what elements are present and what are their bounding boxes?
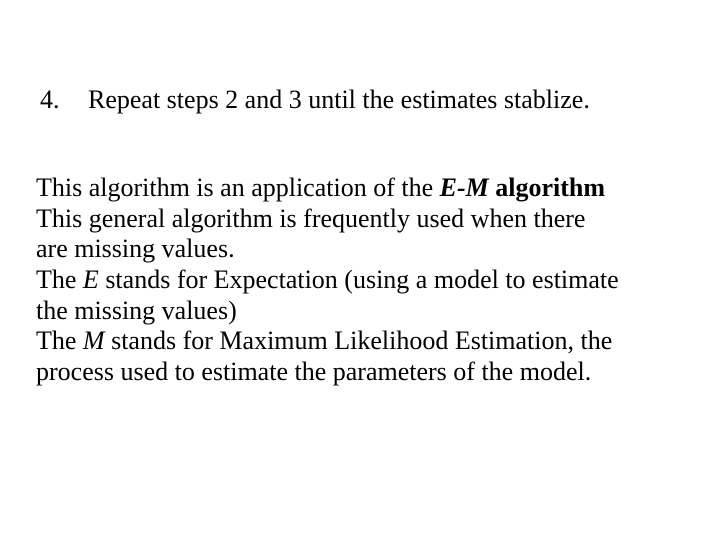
p2-line2: are missing values. [36, 234, 690, 265]
step-4: 4. Repeat steps 2 and 3 until the estima… [40, 85, 690, 115]
p4-pre: The [36, 326, 83, 355]
p3-line1: The E stands for Expectation (using a mo… [36, 265, 690, 296]
p4-line2: process used to estimate the parameters … [36, 357, 690, 388]
p2-line1: This general algorithm is frequently use… [36, 204, 690, 235]
p4-line1: The M stands for Maximum Likelihood Esti… [36, 326, 690, 357]
intro-line: This algorithm is an application of the … [36, 173, 690, 204]
explanation: This algorithm is an application of the … [36, 173, 690, 388]
algorithm-word: algorithm [489, 173, 605, 202]
p3-line2: the missing values) [36, 296, 690, 327]
step-marker: 4. [40, 85, 88, 115]
p4-post: stands for Maximum Likelihood Estimation… [105, 326, 613, 355]
p4-M: M [83, 326, 105, 355]
step-text: Repeat steps 2 and 3 until the estimates… [88, 85, 690, 115]
p3-E: E [83, 265, 99, 294]
intro-prefix: This algorithm is an application of the [36, 173, 440, 202]
p3-post: stands for Expectation (using a model to… [99, 265, 619, 294]
em-term: E-M [440, 173, 489, 202]
p3-pre: The [36, 265, 83, 294]
slide: 4. Repeat steps 2 and 3 until the estima… [0, 0, 720, 540]
